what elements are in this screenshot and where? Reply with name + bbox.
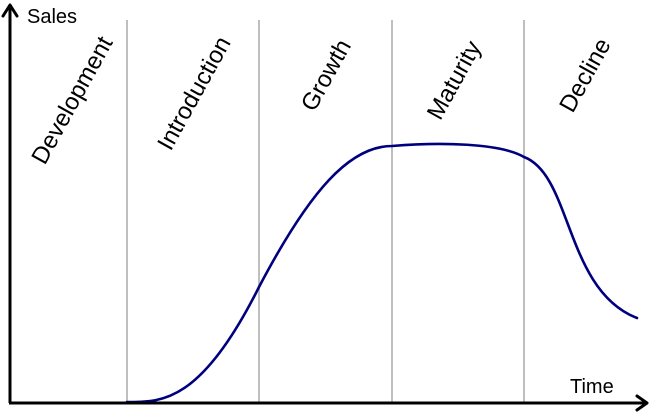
sales-curve	[125, 142, 639, 404]
y-axis-arrow-icon	[1, 3, 19, 18]
y-axis-label: Sales	[27, 6, 77, 28]
stage-label-introduction: Introduction	[152, 32, 236, 155]
stage-label-development: Development	[26, 32, 118, 169]
stage-label-decline: Decline	[554, 34, 616, 117]
x-axis-label: Time	[570, 376, 614, 398]
stage-label-growth: Growth	[296, 35, 357, 116]
x-axis-arrow-icon	[635, 394, 649, 412]
stage-label-maturity: Maturity	[422, 36, 487, 124]
